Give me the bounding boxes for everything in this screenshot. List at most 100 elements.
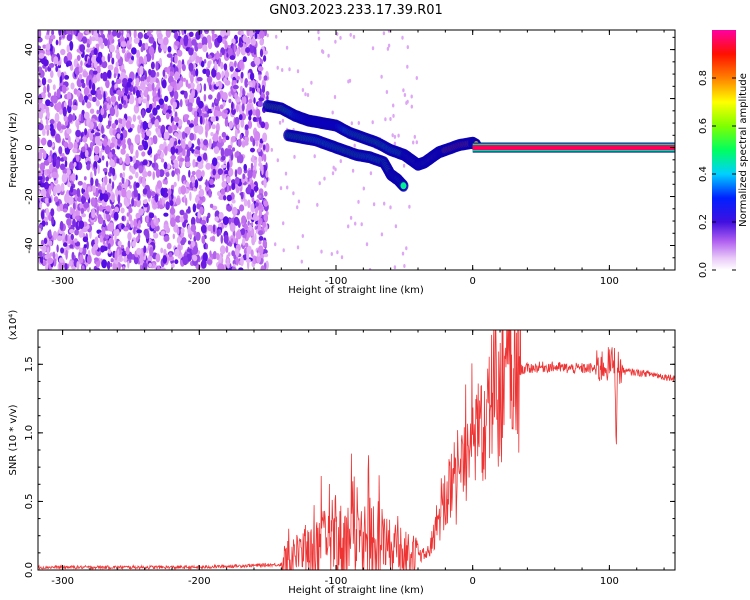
noise-speckle [185,99,188,105]
noise-speckle [107,243,111,250]
noise-speckle [173,140,178,146]
snr-axes: -300 -200 -100 0 100 0.0 0.5 1.0 1.5 [24,329,675,587]
noise-speckle [46,30,50,35]
noise-speckle [194,150,201,155]
noise-speckle [115,78,122,84]
noise-speckle [59,220,64,231]
noise-speckle [152,40,157,51]
noise-speckle [209,203,214,209]
noise-speckle [133,37,140,44]
noise-speckle [247,170,253,179]
noise-speckle [152,171,155,181]
noise-speckle [45,118,49,126]
noise-speckle [75,215,80,220]
noise-speckle [217,263,224,270]
noise-speckle [76,261,80,270]
noise-speckle [91,36,96,42]
noise-speckle [202,152,208,161]
noise-speckle [147,221,151,227]
noise-speckle [170,155,177,160]
noise-speckle [304,92,307,97]
noise-speckle [174,54,178,64]
noise-speckle [119,133,124,141]
noise-speckle [237,138,242,148]
noise-speckle [42,260,47,266]
noise-speckle [44,124,51,131]
noise-speckle [102,71,108,82]
noise-speckle [169,137,174,148]
noise-speckle [96,30,100,34]
noise-speckle [97,164,100,174]
noise-speckle [108,98,111,105]
noise-speckle [137,115,141,120]
noise-speckle [170,55,173,63]
noise-speckle [313,154,316,159]
noise-speckle [199,115,203,125]
noise-speckle [266,33,269,38]
noise-speckle [158,98,164,105]
noise-speckle [257,202,262,210]
noise-speckle [205,179,208,187]
noise-speckle [159,267,166,270]
colorbar: 0.0 0.2 0.4 0.6 0.8 Normalized spectral ampl… [698,30,749,278]
noise-speckle [162,107,167,115]
noise-speckle [222,137,227,143]
spectrogram-plot-area [38,30,675,270]
noise-speckle [199,206,204,215]
x-tick-label: 0 [470,276,476,287]
noise-speckle [38,190,41,196]
noise-speckle [46,254,52,259]
noise-speckle [146,94,150,102]
noise-speckle [292,191,295,196]
noise-speckle [212,251,217,260]
noise-speckle [327,53,330,58]
noise-speckle [235,103,239,113]
noise-speckle [173,124,178,131]
noise-speckle [226,161,230,171]
noise-speckle [189,132,195,141]
noise-speckle [160,247,164,254]
noise-speckle [213,146,220,155]
noise-speckle [189,82,195,90]
noise-speckle [188,105,193,112]
noise-speckle [235,256,239,266]
noise-speckle [65,249,68,260]
noise-speckle [181,140,186,149]
noise-speckle [193,117,198,127]
noise-speckle [83,244,87,249]
noise-speckle [230,136,236,143]
noise-speckle [98,151,103,159]
noise-speckle [253,97,256,104]
noise-speckle [80,132,84,139]
noise-speckle [226,148,233,156]
noise-speckle [98,189,102,194]
noise-speckle [53,186,57,196]
noise-speckle [152,200,156,206]
noise-speckle [262,240,268,248]
noise-speckle [42,44,47,49]
noise-speckle [66,30,71,35]
noise-speckle [134,134,141,144]
noise-speckle [109,166,113,174]
noise-speckle [54,112,60,123]
noise-speckle [59,74,63,84]
noise-speckle [231,147,236,152]
noise-speckle [219,245,226,255]
noise-speckle [102,219,106,227]
noise-speckle [67,169,71,175]
noise-speckle [197,162,204,170]
noise-speckle [238,114,243,121]
noise-speckle [43,59,49,67]
y-tick-label: 1.5 [24,356,35,372]
noise-speckle [252,169,256,179]
noise-speckle [254,131,261,141]
noise-speckle [146,190,152,199]
noise-speckle [159,57,162,66]
noise-speckle [246,211,250,221]
noise-speckle [216,229,220,237]
noise-speckle [202,252,208,262]
noise-speckle [226,267,232,270]
noise-speckle [135,182,140,188]
x-tick-label: -200 [188,576,211,587]
noise-speckle [91,30,94,36]
